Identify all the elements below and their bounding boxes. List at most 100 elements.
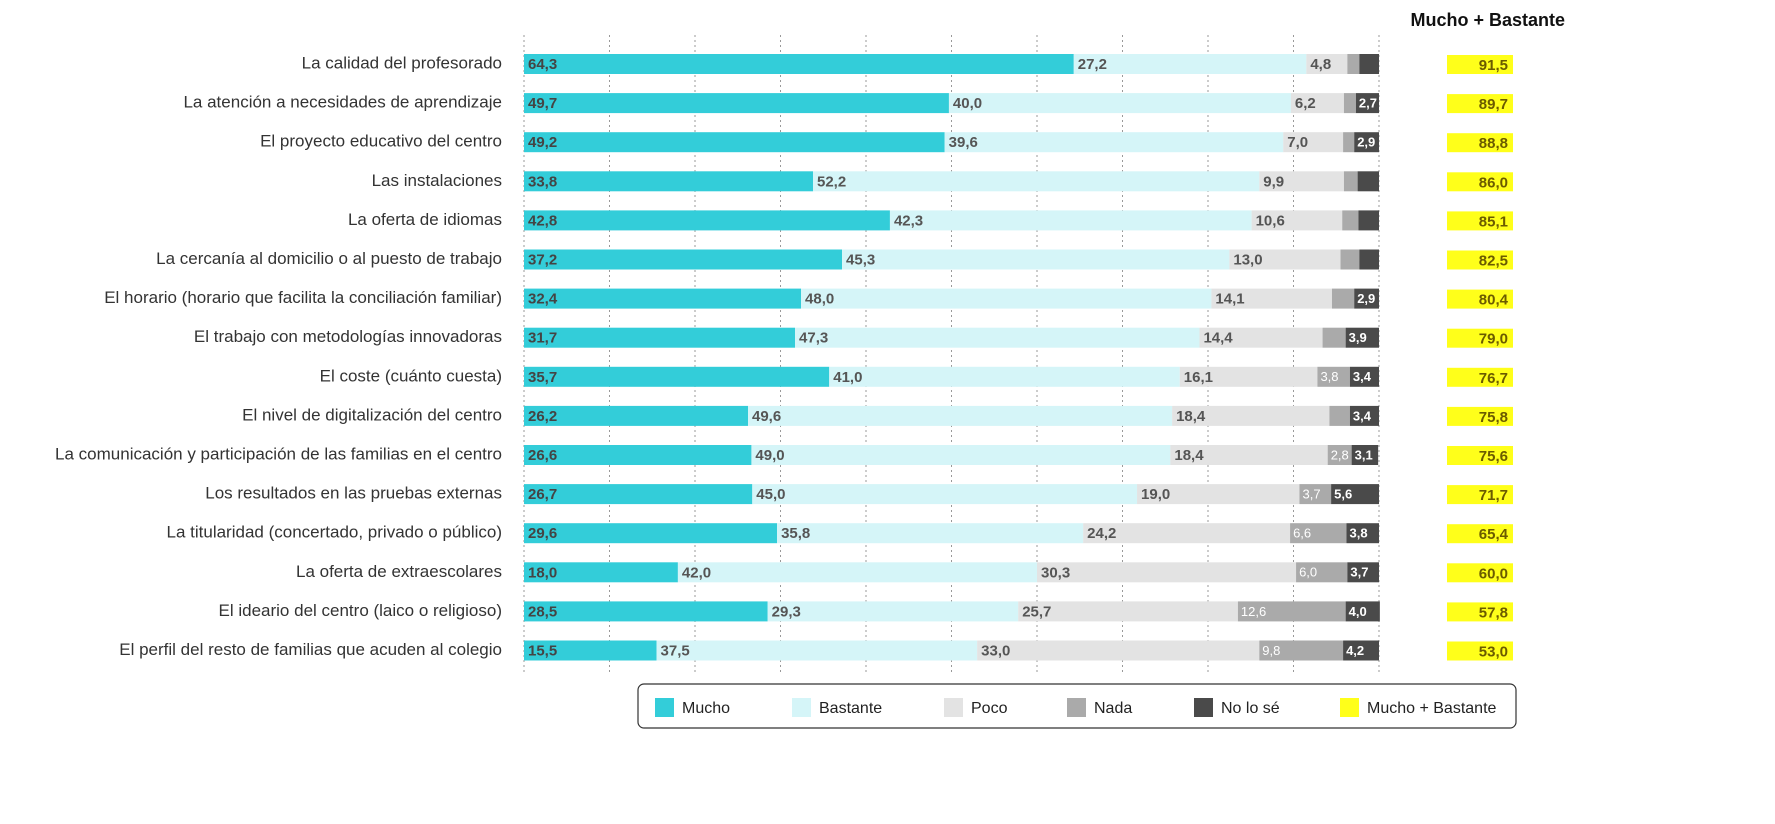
total-label: 75,8 [1479, 409, 1508, 426]
data-label: 7,0 [1287, 134, 1308, 151]
data-label: 3,7 [1302, 487, 1320, 502]
bar-segment [1329, 405, 1350, 426]
total-box [1447, 524, 1513, 544]
category-label: La atención a necesidades de aprendizaje [183, 93, 502, 112]
bar-segment [1037, 562, 1297, 583]
data-label: 35,8 [781, 525, 810, 542]
total-box [1447, 563, 1513, 583]
bar-segment [777, 523, 1084, 544]
bar-segment [1359, 54, 1379, 74]
total-box [1447, 446, 1513, 465]
total-box [1447, 172, 1513, 192]
total-box [1447, 211, 1513, 231]
total-box [1447, 328, 1513, 348]
data-label: 10,6 [1256, 212, 1285, 229]
legend-label: Nada [1094, 700, 1132, 717]
data-label: 4,8 [1310, 56, 1331, 73]
data-label: 9,9 [1263, 173, 1284, 190]
bar-segment [1251, 210, 1343, 231]
totals-header: Mucho + Bastante [1410, 10, 1565, 30]
data-label: 41,0 [833, 369, 862, 386]
bar-segment [524, 171, 813, 192]
total-box [1447, 55, 1513, 74]
data-label: 42,0 [682, 564, 711, 581]
bar-segment [1229, 249, 1341, 270]
bar-segment [1351, 445, 1379, 465]
bar-segment [1306, 54, 1348, 74]
data-label: 37,2 [528, 251, 557, 268]
bar-segment [524, 288, 802, 309]
bar-segment [1347, 562, 1379, 583]
bar-segment [1018, 601, 1238, 622]
category-label: La oferta de extraescolares [296, 562, 502, 581]
bar-segment [656, 640, 978, 661]
bar-segment [1358, 210, 1379, 231]
legend-swatch [1067, 698, 1086, 717]
bar-segment [524, 366, 830, 387]
total-label: 71,7 [1479, 487, 1508, 504]
total-box [1447, 641, 1513, 661]
data-label: 33,0 [981, 642, 1010, 659]
legend-label: Mucho + Bastante [1367, 700, 1497, 717]
bar-segment [1137, 484, 1300, 505]
bar-segment [1354, 132, 1379, 153]
data-label: 64,3 [528, 56, 557, 73]
bar-segment [524, 54, 1074, 74]
data-label: 26,6 [528, 447, 557, 464]
bar-segment [1347, 54, 1360, 74]
data-label: 29,3 [772, 603, 801, 620]
data-label: 6,0 [1299, 565, 1317, 580]
total-box [1447, 485, 1513, 505]
bar-segment [829, 366, 1180, 387]
bar-segment [751, 445, 1171, 465]
data-label: 2,9 [1357, 291, 1375, 306]
total-label: 65,4 [1479, 526, 1509, 543]
bar-segment [1345, 601, 1380, 622]
legend-swatch [1194, 698, 1213, 717]
data-label: 2,9 [1357, 135, 1375, 150]
bar-segment [748, 405, 1173, 426]
total-label: 86,0 [1479, 174, 1508, 191]
bar-segment [1290, 523, 1347, 544]
data-label: 25,7 [1022, 603, 1051, 620]
total-box [1447, 406, 1513, 426]
data-label: 35,7 [528, 369, 557, 386]
data-label: 49,0 [755, 447, 784, 464]
data-label: 3,8 [1350, 526, 1368, 541]
bar-segment [1179, 366, 1318, 387]
total-label: 75,6 [1479, 448, 1508, 465]
bar-segment [1355, 93, 1379, 114]
total-label: 82,5 [1479, 252, 1508, 269]
bar-segment [977, 640, 1260, 661]
bar-segment [1172, 405, 1330, 426]
category-label: El trabajo con metodologías innovadoras [194, 327, 502, 346]
total-label: 76,7 [1479, 370, 1508, 387]
category-label: El proyecto educativo del centro [260, 132, 502, 151]
bar-segment [889, 210, 1252, 231]
data-label: 52,2 [817, 173, 846, 190]
data-label: 2,7 [1359, 96, 1377, 111]
data-label: 49,7 [528, 95, 557, 112]
data-label: 16,1 [1184, 369, 1213, 386]
category-label: La cercanía al domicilio o al puesto de … [156, 249, 502, 268]
data-label: 49,2 [528, 134, 557, 151]
total-label: 80,4 [1479, 292, 1509, 309]
data-label: 18,0 [528, 564, 557, 581]
total-label: 88,8 [1479, 135, 1508, 152]
data-label: 14,1 [1215, 291, 1244, 308]
bar-segment [1322, 327, 1346, 348]
category-label: La calidad del profesorado [302, 53, 502, 72]
bar-segment [1199, 327, 1323, 348]
data-label: 49,6 [752, 408, 781, 425]
bar-segment [1299, 484, 1332, 505]
total-label: 79,0 [1479, 331, 1508, 348]
data-label: 15,5 [528, 642, 557, 659]
data-label: 32,4 [528, 291, 558, 308]
total-box [1447, 94, 1513, 114]
data-label: 28,5 [528, 603, 557, 620]
bar-segment [524, 93, 949, 114]
bar-segment [1342, 210, 1359, 231]
bar-segment [1343, 171, 1358, 192]
data-label: 19,0 [1141, 486, 1170, 503]
total-box [1447, 133, 1513, 153]
